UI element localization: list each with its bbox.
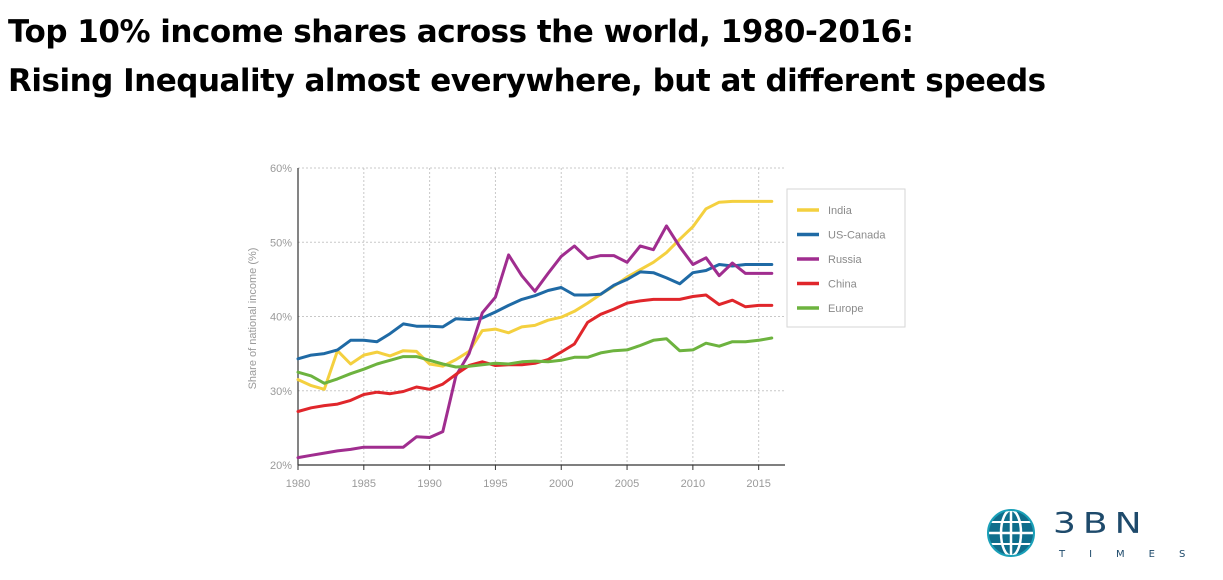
x-tick-label: 2000	[549, 478, 573, 490]
chart-gridlines	[298, 167, 785, 465]
chart-legend: India US-Canada Russia China Europe	[786, 188, 906, 328]
x-tick-label: 1980	[286, 478, 310, 490]
legend-label: China	[828, 279, 858, 291]
legend-label: US-Canada	[828, 230, 886, 242]
series-line-india	[296, 199, 774, 391]
chart-series-lines	[296, 199, 774, 460]
x-tick-label: 2015	[746, 478, 770, 490]
x-tick-label: 2005	[615, 478, 639, 490]
series-line-china	[296, 293, 774, 413]
x-tick-label: 1985	[352, 478, 376, 490]
y-axis-label: Share of national income (%)	[247, 248, 259, 390]
legend-label: Europe	[828, 303, 863, 315]
y-tick-label: 50%	[270, 237, 292, 249]
legend-label: India	[828, 205, 853, 217]
x-tick-label: 2010	[681, 478, 705, 490]
logo-subtext: TIMES	[1059, 549, 1210, 560]
logo-wordmark: 3BN	[1053, 508, 1149, 540]
y-tick-label: 20%	[270, 460, 292, 472]
y-tick-label: 60%	[270, 163, 292, 175]
slide-title: Top 10% income shares across the world, …	[8, 8, 1218, 106]
legend-label: Russia	[828, 254, 863, 266]
3bn-times-logo: 3BN TIMES	[985, 505, 1215, 575]
y-tick-label: 30%	[270, 386, 292, 398]
x-tick-label: 1995	[483, 478, 507, 490]
y-tick-label: 40%	[270, 312, 292, 324]
series-line-us-canada	[296, 263, 774, 361]
slide-title-line-1: Top 10% income shares across the world, …	[8, 14, 914, 50]
series-line-europe	[296, 336, 774, 385]
chart-axes: 1980 1985 1990 1995 2000 2005 2010 2015 20% 30% 40…	[247, 163, 785, 490]
slide-title-line-2: Rising Inequality almost everywhere, but…	[8, 63, 1046, 99]
globe-icon	[987, 508, 1035, 558]
series-line-russia	[296, 224, 774, 460]
x-tick-label: 1990	[417, 478, 441, 490]
